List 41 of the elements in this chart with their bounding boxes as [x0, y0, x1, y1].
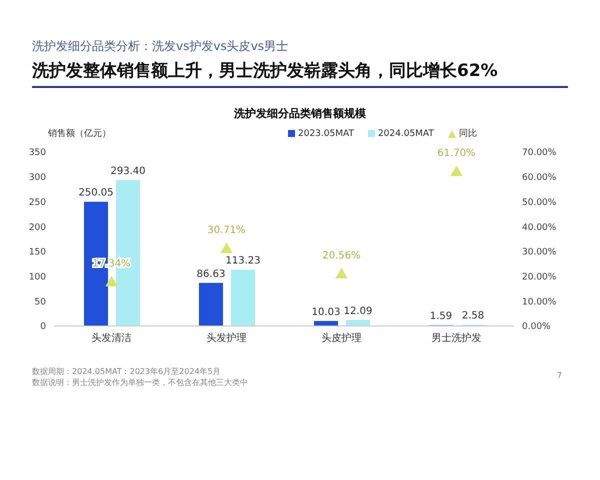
x-tick-label: 头皮护理: [322, 332, 362, 344]
chart-subtitle: 洗护发细分品类分析：洗发vs护发vs头皮vs男士: [32, 38, 290, 55]
legend-label: 2023.05MAT: [297, 128, 354, 140]
y2-tick-label: 30.00%: [522, 248, 557, 258]
y2-tick-label: 60.00%: [522, 173, 557, 184]
y2-tick-label: 0.00%: [522, 322, 552, 332]
text: 数据周期：2024.05MAT：2023年6月至2024年5月: [32, 367, 221, 376]
y2-tick-label: 50.00%: [522, 198, 557, 208]
y-tick-label: 300: [28, 173, 46, 184]
y-axis-title: 销售额（亿元）: [48, 128, 112, 140]
data-label: 10.03: [312, 307, 340, 318]
data-label: 2.58: [462, 310, 484, 322]
y-tick-label: 200: [28, 222, 46, 233]
x-tick-label: 男士洗护发: [432, 332, 482, 344]
y2-tick-label: 20.00%: [522, 272, 557, 282]
text: 数据说明：男士洗护发作为单独一类，不包含在其他三大类中: [32, 378, 248, 387]
legend-label: 2024.05MAT: [376, 128, 434, 140]
y-tick-label: 100: [28, 272, 46, 282]
y-tick-label: 150: [28, 248, 46, 258]
text: 7: [556, 370, 562, 381]
x-tick-label: 头发清洁: [92, 332, 132, 344]
y2-tick-label: 70.00%: [522, 148, 557, 158]
y-tick-label: 350: [28, 148, 46, 158]
legend-label: 同比: [458, 128, 477, 140]
data-label: 20.56%: [322, 250, 361, 262]
data-label: 250.05: [78, 188, 114, 199]
data-label: 113.23: [226, 256, 260, 267]
x-tick-label: 头发护理: [206, 332, 246, 344]
data-label: 61.70%: [437, 148, 476, 160]
y2-tick-label: 40.00%: [522, 222, 557, 233]
data-label: 293.40: [110, 166, 146, 178]
data-label: 86.63: [196, 268, 226, 280]
y-tick-label: 250: [28, 198, 46, 208]
chart-title: 洗护发整体销售额上升，男士洗护发崭露头角，同比增长62%: [32, 59, 568, 88]
data-label: 30.71%: [207, 225, 246, 236]
data-label: 12.09: [344, 306, 372, 317]
text: 洗护发细分品类销售额规模: [233, 106, 367, 121]
data-label: 1.59: [430, 311, 452, 322]
y-tick-label: 0: [40, 322, 46, 332]
y-tick-label: 50: [34, 297, 46, 308]
y2-tick-label: 10.00%: [522, 297, 557, 308]
